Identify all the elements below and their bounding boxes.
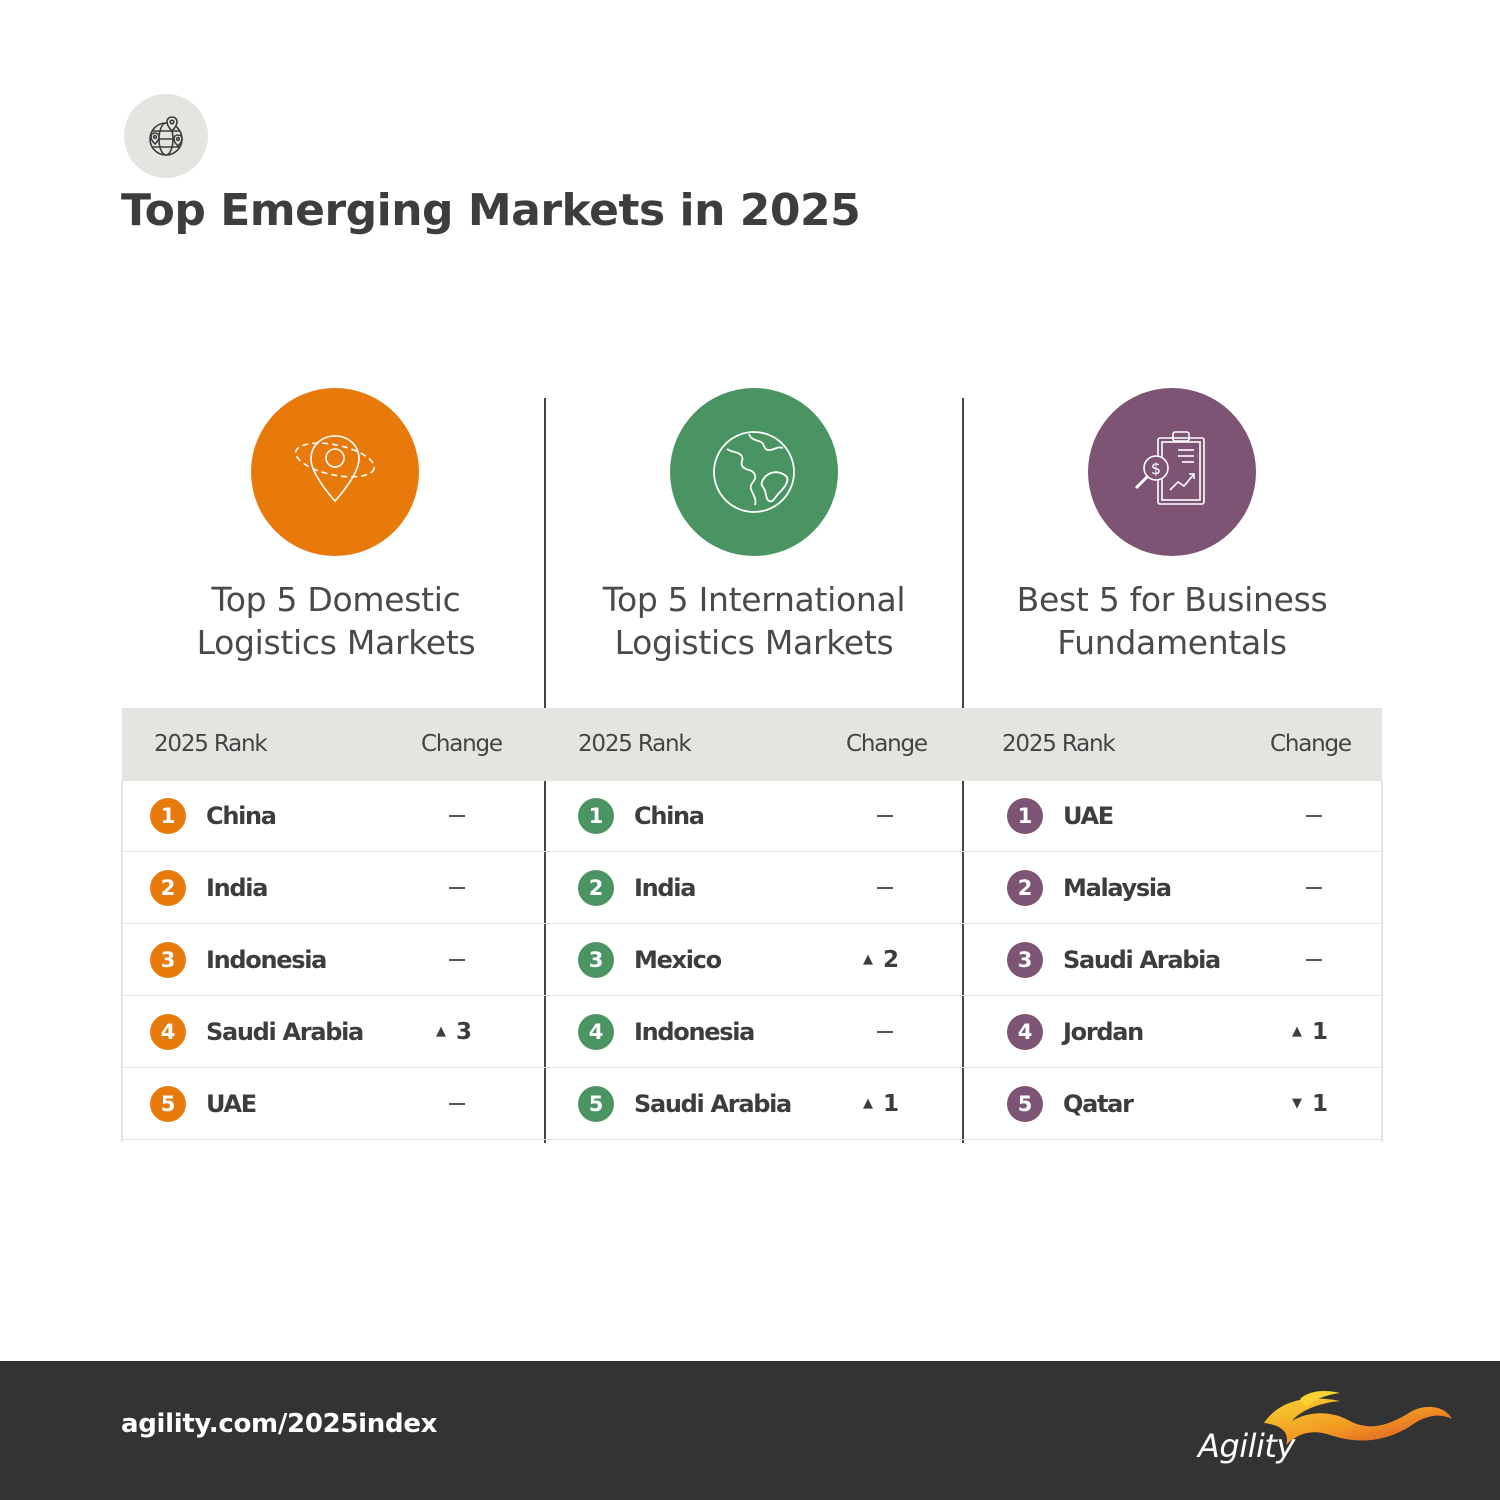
page-title: Top Emerging Markets in 2025 xyxy=(121,185,861,236)
triangle-up-icon: ▲ xyxy=(1292,1024,1302,1039)
change-value: 1 xyxy=(1312,1019,1329,1045)
country-name: Saudi Arabia xyxy=(206,1018,364,1046)
location-pin-orbit-icon xyxy=(251,388,419,556)
rank-badge: 5 xyxy=(578,1086,614,1122)
business-heading: Best 5 for Business Fundamentals xyxy=(1016,580,1328,662)
table-row: 5 Saudi Arabia ▲ 1 xyxy=(545,1069,963,1140)
country-name: Saudi Arabia xyxy=(634,1090,792,1118)
rank-badge: 3 xyxy=(150,942,186,978)
triangle-up-icon: ▲ xyxy=(863,1096,873,1111)
no-change-dash-icon xyxy=(1306,959,1322,961)
rank-up-change: ▲ 2 xyxy=(863,925,899,995)
table-row: 5 Qatar ▼ 1 xyxy=(963,1069,1382,1140)
table-row: 4 Jordan ▲ 1 xyxy=(963,997,1382,1068)
no-change-dash-icon xyxy=(877,815,893,817)
rank-up-change: ▲ 1 xyxy=(863,1069,899,1139)
table-border xyxy=(121,781,123,1142)
country-name: Malaysia xyxy=(1063,874,1172,902)
country-name: India xyxy=(206,874,268,902)
svg-text:$: $ xyxy=(1151,459,1161,478)
rank-badge: 1 xyxy=(150,798,186,834)
rank-badge: 5 xyxy=(150,1086,186,1122)
table-row: 3 Saudi Arabia xyxy=(963,925,1382,996)
rank-badge: 4 xyxy=(578,1014,614,1050)
country-name: China xyxy=(206,802,277,830)
no-change-dash-icon xyxy=(449,887,465,889)
country-name: Mexico xyxy=(634,946,722,974)
rank-badge: 3 xyxy=(578,942,614,978)
rank-badge: 2 xyxy=(1007,870,1043,906)
country-name: Jordan xyxy=(1063,1018,1144,1046)
change-value: 1 xyxy=(883,1091,900,1117)
phoenix-logo-icon xyxy=(1264,1391,1452,1445)
rank-badge: 4 xyxy=(150,1014,186,1050)
no-change-dash-icon xyxy=(1306,887,1322,889)
table-row: 3 Mexico ▲ 2 xyxy=(545,925,963,996)
change-value: 1 xyxy=(1312,1091,1329,1117)
domestic-heading: Top 5 Domestic Logistics Markets xyxy=(196,580,476,662)
no-change-dash-icon xyxy=(877,1031,893,1033)
no-change-dash-icon xyxy=(449,959,465,961)
rank-badge: 2 xyxy=(150,870,186,906)
no-change-dash-icon xyxy=(449,1103,465,1105)
country-name: Qatar xyxy=(1063,1090,1134,1118)
table-row: 1 China xyxy=(545,781,963,852)
table-row: 1 UAE xyxy=(963,781,1382,852)
globe-icon xyxy=(670,388,838,556)
change-header: Change xyxy=(846,731,928,757)
clipboard-analysis-icon: $ xyxy=(1088,388,1256,556)
triangle-down-icon: ▼ xyxy=(1292,1096,1302,1111)
logo-wordmark: Agility xyxy=(1198,1427,1295,1465)
rank-badge: 3 xyxy=(1007,942,1043,978)
rank-badge: 1 xyxy=(1007,798,1043,834)
table-row: 4 Saudi Arabia ▲ 3 xyxy=(122,997,545,1068)
rank-up-change: ▲ 3 xyxy=(436,997,472,1067)
agility-logo: Agility xyxy=(1190,1389,1460,1479)
change-value: 3 xyxy=(456,1019,473,1045)
table-row: 2 India xyxy=(122,853,545,924)
no-change-dash-icon xyxy=(877,887,893,889)
no-change-dash-icon xyxy=(449,815,465,817)
table-row: 2 Malaysia xyxy=(963,853,1382,924)
change-header: Change xyxy=(1270,731,1352,757)
rank-header: 2025 Rank xyxy=(154,731,268,757)
rank-badge: 4 xyxy=(1007,1014,1043,1050)
rank-badge: 5 xyxy=(1007,1086,1043,1122)
triangle-up-icon: ▲ xyxy=(863,952,873,967)
rank-header: 2025 Rank xyxy=(1002,731,1116,757)
table-border xyxy=(1381,781,1383,1142)
country-name: Saudi Arabia xyxy=(1063,946,1221,974)
international-heading: Top 5 International Logistics Markets xyxy=(602,580,906,662)
country-name: UAE xyxy=(206,1090,257,1118)
country-name: China xyxy=(634,802,705,830)
rank-down-change: ▼ 1 xyxy=(1292,1069,1328,1139)
table-row: 1 China xyxy=(122,781,545,852)
country-name: Indonesia xyxy=(634,1018,755,1046)
triangle-up-icon: ▲ xyxy=(436,1024,446,1039)
rank-header: 2025 Rank xyxy=(578,731,692,757)
country-name: UAE xyxy=(1063,802,1114,830)
country-name: India xyxy=(634,874,696,902)
table-row: 5 UAE xyxy=(122,1069,545,1140)
globe-pins-icon xyxy=(124,94,208,178)
rank-badge: 2 xyxy=(578,870,614,906)
no-change-dash-icon xyxy=(1306,815,1322,817)
change-value: 2 xyxy=(883,947,900,973)
table-row: 3 Indonesia xyxy=(122,925,545,996)
table-row: 4 Indonesia xyxy=(545,997,963,1068)
table-row: 2 India xyxy=(545,853,963,924)
footer: agility.com/2025index Agility xyxy=(0,1361,1500,1500)
change-header: Change xyxy=(421,731,503,757)
country-name: Indonesia xyxy=(206,946,327,974)
footer-url[interactable]: agility.com/2025index xyxy=(121,1409,438,1439)
rank-badge: 1 xyxy=(578,798,614,834)
rank-up-change: ▲ 1 xyxy=(1292,997,1328,1067)
table-header: 2025 Rank Change 2025 Rank Change 2025 R… xyxy=(122,708,1382,781)
